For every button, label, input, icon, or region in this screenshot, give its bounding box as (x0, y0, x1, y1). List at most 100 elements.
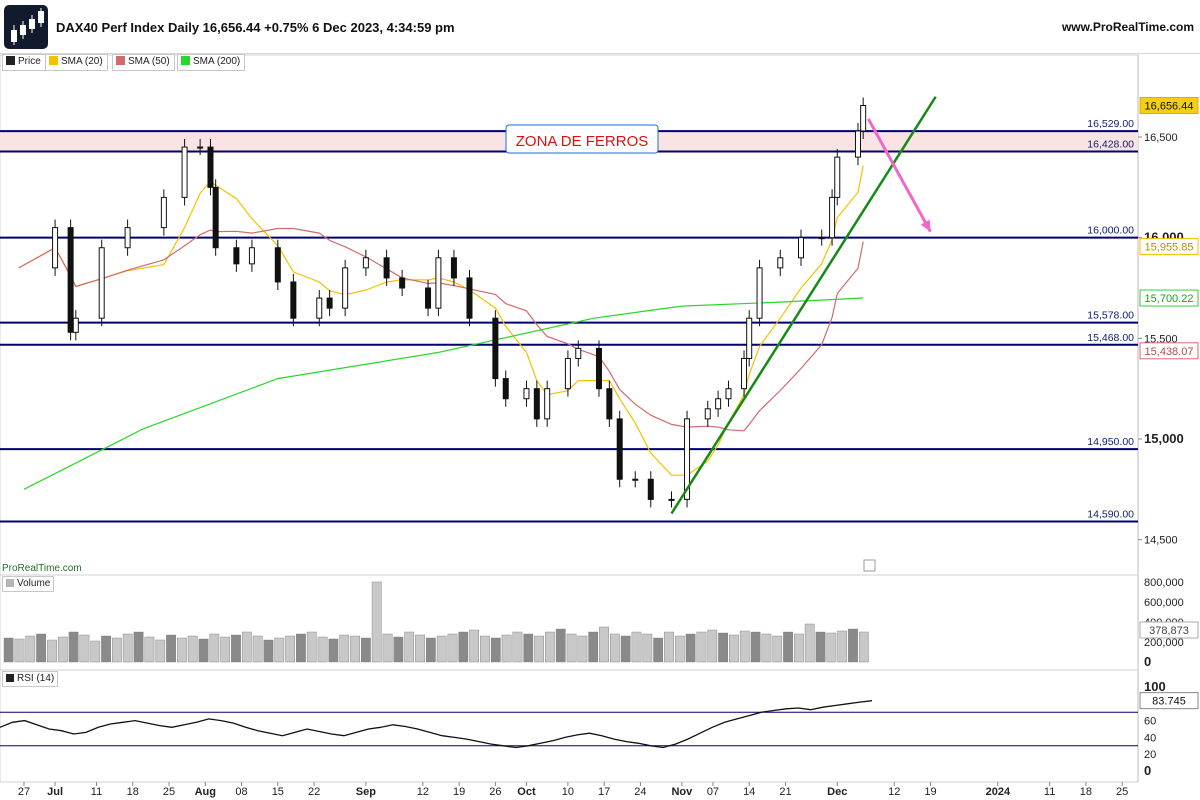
volume-bar (3, 637, 14, 663)
x-tick-label: 24 (634, 786, 646, 798)
volume-last-label: 378,873 (1149, 625, 1189, 637)
x-tick-label: 08 (235, 786, 247, 798)
candle-body (544, 388, 551, 420)
candlestick-logo-icon (4, 5, 48, 49)
candle-body (207, 146, 214, 188)
candle-body (502, 378, 509, 400)
volume-bar (631, 631, 642, 663)
volume-bar (176, 637, 187, 663)
volume-bar (642, 633, 653, 663)
candle-body (564, 357, 571, 390)
projection-arrowhead (920, 219, 931, 232)
volume-bar (47, 639, 57, 663)
volume-bar (14, 638, 25, 663)
volume-bar (339, 634, 350, 663)
candle-body (704, 408, 711, 420)
volume-bar (826, 632, 837, 663)
legend-sma20[interactable]: SMA (20) (45, 54, 108, 71)
candle-body (834, 156, 841, 198)
x-tick-label: 25 (1116, 786, 1128, 798)
rsi-tick-label: 60 (1144, 716, 1156, 728)
volume-bar (404, 631, 415, 663)
volume-bar (296, 633, 306, 663)
candle-body (756, 267, 763, 319)
volume-bar (620, 635, 631, 663)
legend-price[interactable]: Price (2, 54, 46, 71)
volume-bar (361, 637, 371, 663)
candle-body (746, 317, 753, 359)
legend-sma200-label: SMA (200) (193, 56, 241, 67)
candle-body (575, 347, 582, 359)
candle-body (342, 267, 349, 309)
volume-bar (469, 629, 480, 663)
volume-bar (144, 636, 155, 663)
volume-bar (350, 635, 360, 663)
volume-bar (187, 635, 198, 663)
rsi-tick-label: 0 (1144, 763, 1151, 778)
volume-tick-label: 0 (1144, 654, 1151, 669)
candle-body (383, 257, 390, 279)
volume-bar (739, 630, 750, 663)
volume-bar (371, 581, 382, 663)
volume-bar (707, 629, 718, 663)
rsi-tick-label: 40 (1144, 732, 1156, 744)
x-tick-label: 10 (562, 786, 574, 798)
candle-body (326, 297, 333, 309)
x-tick-label: 19 (453, 786, 465, 798)
volume-bar (480, 635, 490, 663)
volume-bar (382, 633, 393, 663)
rsi-pane-title: RSI (14) (17, 673, 55, 684)
candle-body (248, 247, 255, 265)
site-link[interactable]: www.ProRealTime.com (1061, 20, 1194, 34)
legend-sma200[interactable]: SMA (200) (177, 54, 246, 71)
volume-bar (848, 628, 858, 663)
volume-pane-legend[interactable]: Volume (2, 576, 55, 592)
x-tick-label: Aug (195, 786, 216, 798)
volume-bar (90, 640, 101, 663)
candle-body (197, 146, 204, 149)
volume-bar (57, 636, 68, 663)
candle-body (523, 388, 530, 400)
volume-bar (436, 635, 447, 663)
volume-bar (804, 623, 815, 663)
horizontal-level-label: 14,590.00 (1087, 509, 1134, 521)
volume-bar (393, 636, 404, 663)
sma20-swatch-icon (49, 56, 58, 65)
volume-bar (285, 635, 295, 663)
zone-label: ZONA DE FERROS (516, 133, 649, 150)
value-tag (1139, 342, 1199, 360)
candle-body (798, 237, 804, 259)
horizontal-level-label: 14,950.00 (1087, 436, 1134, 448)
legend-sma50[interactable]: SMA (50) (112, 54, 175, 71)
volume-bar (112, 637, 122, 663)
projection-arrow (867, 118, 932, 233)
candle-body (399, 277, 406, 289)
volume-pane-title: Volume (17, 578, 51, 589)
volume-bar (263, 639, 274, 663)
volume-bar (523, 633, 534, 663)
horizontal-level-label: 15,578.00 (1087, 310, 1134, 322)
volume-bar (252, 635, 263, 663)
candle-body (492, 317, 499, 380)
x-tick-label: 15 (272, 786, 284, 798)
rsi-last-tag (1139, 692, 1199, 710)
rsi-pane-legend[interactable]: RSI (14) (2, 671, 59, 687)
candle-body (466, 277, 473, 319)
volume-bar (729, 634, 739, 663)
value-tag (1139, 97, 1199, 115)
x-tick-label: Dec (827, 786, 847, 798)
candle-body (181, 146, 188, 198)
volume-bar (425, 637, 436, 663)
candle-body (595, 347, 602, 390)
volume-bar (458, 631, 469, 663)
candle-body (124, 227, 131, 249)
volume-bar (555, 628, 566, 663)
x-tick-label: 21 (779, 786, 791, 798)
candle-body (632, 478, 639, 481)
value-tag (1139, 289, 1199, 307)
volume-bar (772, 635, 783, 663)
horizontal-level-label: 15,468.00 (1087, 332, 1134, 344)
legend-sma20-label: SMA (20) (61, 56, 103, 67)
candle-body (425, 287, 432, 309)
